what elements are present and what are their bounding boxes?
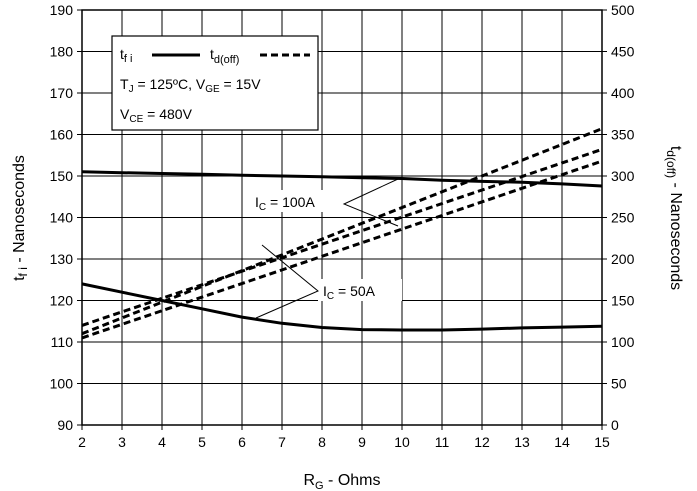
yr-title-rest: - Nanoseconds (667, 178, 684, 290)
y-right-tick-label-500: 500 (611, 2, 635, 18)
series-line-dashed-2 (81, 127, 603, 336)
y-right-tick-label-250: 250 (611, 210, 635, 226)
x-tick-label-9: 9 (358, 434, 366, 450)
legend-solid-label: tf i (120, 46, 132, 65)
x-tick-label-13: 13 (514, 434, 530, 450)
y-right-tick-label-450: 450 (611, 44, 635, 60)
annot50-rest: = 50A (334, 283, 376, 299)
x-tick-label-7: 7 (278, 434, 286, 450)
y-right-ticks: 0 50 100 150 200 250 300 350 400 450 500 (602, 2, 635, 433)
annotation-ic-50a: IC = 50A (255, 244, 402, 319)
annot100-main: I (255, 194, 259, 210)
y-right-tick-label-300: 300 (611, 168, 635, 184)
yr-title-main: t (667, 146, 684, 151)
legend-box (111, 35, 319, 131)
y-left-tick-label-110: 110 (51, 334, 74, 350)
cond2-b: = 480V (143, 106, 192, 122)
annotation-50a-label: IC = 50A (323, 283, 376, 302)
y-left-tick-label-180: 180 (50, 44, 74, 60)
legend-solid-sub: f i (124, 53, 133, 65)
y-left-tick-label-130: 130 (50, 251, 74, 267)
y-right-tick-label-50: 50 (611, 376, 627, 392)
yl-title-sub: f i (16, 267, 30, 276)
y-left-tick-label-100: 100 (50, 376, 74, 392)
x-axis-title: RG - Ohms (303, 472, 380, 491)
cond1-a: T (120, 76, 129, 92)
y-right-axis-title: td(off) - Nanoseconds (664, 146, 684, 290)
x-title-sub: G (315, 480, 324, 491)
series-group (81, 127, 603, 340)
y-left-tick-label-170: 170 (50, 85, 74, 101)
y-right-tick-label-150: 150 (611, 293, 635, 309)
x-ticks: 2 3 4 5 6 7 8 9 10 11 12 13 14 15 (78, 425, 610, 450)
x-tick-label-3: 3 (118, 434, 126, 450)
y-left-tick-label-140: 140 (50, 210, 74, 226)
annotation-100a-pointer (342, 178, 399, 227)
y-right-tick-label-200: 200 (611, 251, 635, 267)
x-tick-label-10: 10 (394, 434, 410, 450)
legend-solid-main: t (120, 46, 124, 62)
annotation-50a-bg (318, 279, 402, 301)
series-line-solid-0 (81, 170, 603, 188)
y-left-axis-title: tf i - Nanoseconds (11, 155, 30, 281)
yl-title-rest: - Nanoseconds (11, 155, 28, 267)
y-left-tick-label-150: 150 (50, 168, 74, 184)
y-left-tick-label-90: 90 (57, 417, 73, 433)
x-tick-label-14: 14 (554, 434, 570, 450)
yr-title-sub: d(off) (664, 150, 678, 178)
cond2-a: V (120, 106, 130, 122)
cond1-c: = 15V (220, 76, 262, 92)
annot50-main: I (323, 283, 327, 299)
x-title-rest: - Ohms (324, 472, 381, 489)
x-tick-label-4: 4 (158, 434, 166, 450)
y-left-tick-label-120: 120 (50, 293, 74, 309)
x-title-main: R (303, 472, 315, 489)
cond1-b-sub: GE (205, 84, 220, 95)
annot50-sub: C (327, 291, 334, 302)
y-right-tick-label-400: 400 (611, 85, 635, 101)
legend-dashed-main: t (210, 46, 214, 62)
cond1-b: = 125ºC, V (134, 76, 206, 92)
x-tick-label-15: 15 (594, 434, 610, 450)
legend-dashed-label: td(off) (210, 46, 239, 66)
x-tick-label-11: 11 (435, 434, 450, 450)
y-left-ticks: 90 100 110 120 130 140 150 160 170 180 190 (50, 2, 82, 433)
legend-condition-2: VCE = 480V (120, 106, 193, 125)
annotation-100a-bg (250, 190, 344, 212)
x-tick-label-12: 12 (474, 434, 490, 450)
annot100-sub: C (259, 202, 266, 213)
annotation-ic-100a: IC = 100A (250, 178, 399, 227)
cond1-a-sub: J (129, 84, 134, 95)
series-line-solid-1 (81, 282, 603, 332)
legend-condition-1: TJ = 125ºC, VGE = 15V (120, 76, 261, 95)
x-tick-label-6: 6 (238, 434, 246, 450)
y-left-tick-label-160: 160 (50, 127, 74, 143)
series-line-dashed-3 (81, 147, 603, 327)
legend: tf i td(off) TJ = 125ºC, VGE = 15V VCE =… (111, 35, 319, 131)
series-line-dashed-4 (81, 159, 603, 340)
y-right-tick-label-0: 0 (611, 417, 619, 433)
y-right-tick-label-100: 100 (611, 334, 635, 350)
legend-dashed-sub: d(off) (214, 54, 239, 66)
x-tick-label-2: 2 (78, 434, 86, 450)
y-right-tick-label-350: 350 (611, 127, 635, 143)
annotation-50a-pointer (255, 244, 319, 319)
x-tick-label-8: 8 (318, 434, 326, 450)
annotation-100a-label: IC = 100A (255, 194, 315, 213)
y-left-tick-label-190: 190 (50, 2, 74, 18)
x-tick-label-5: 5 (198, 434, 206, 450)
annot100-rest: = 100A (266, 194, 315, 210)
yl-title-main: t (11, 276, 28, 281)
cond2-a-sub: CE (129, 114, 143, 125)
